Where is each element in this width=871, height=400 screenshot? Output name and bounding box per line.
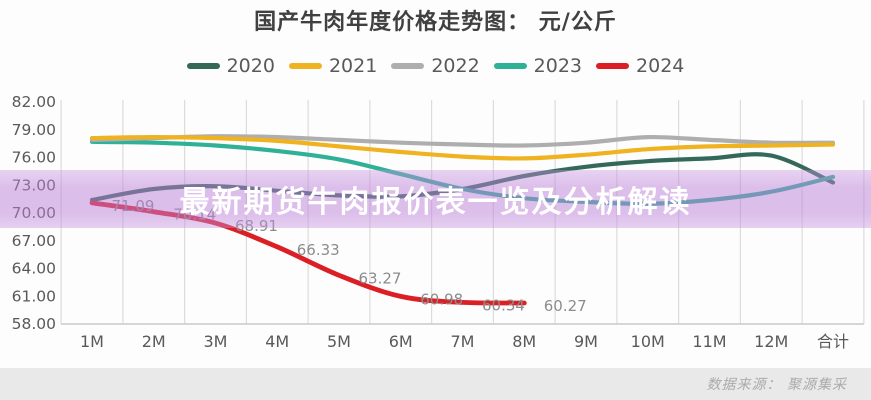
legend-swatch-2023 bbox=[493, 62, 527, 70]
y-axis-tick-label: 64.00 bbox=[12, 260, 56, 278]
legend-swatch-2022 bbox=[391, 62, 425, 70]
x-axis-tick-label: 12M bbox=[754, 332, 788, 351]
legend: 2020 2021 2022 2023 2024 bbox=[0, 55, 871, 77]
x-axis-tick-label: 9M bbox=[574, 332, 598, 351]
x-axis-tick-label: 3M bbox=[204, 332, 228, 351]
y-axis-tick-label: 61.00 bbox=[12, 287, 56, 305]
x-axis-tick-label: 11M bbox=[692, 332, 726, 351]
data-label-2024: 60.98 bbox=[420, 290, 463, 308]
x-axis-tick-label: 7M bbox=[451, 332, 475, 351]
legend-label-2023: 2023 bbox=[533, 55, 583, 77]
legend-label-2020: 2020 bbox=[226, 55, 275, 77]
legend-item-2020: 2020 bbox=[186, 55, 275, 77]
banner-text: 最新期货牛肉报价表一览及分析解读 bbox=[179, 185, 692, 220]
legend-swatch-2021 bbox=[288, 62, 322, 70]
legend-swatch-2024 bbox=[596, 62, 630, 70]
y-axis-tick-label: 58.00 bbox=[12, 315, 56, 333]
data-label-2024: 66.33 bbox=[297, 241, 340, 259]
legend-swatch-2020 bbox=[186, 62, 220, 70]
data-label-2024: 63.27 bbox=[359, 269, 402, 287]
headline-banner: 最新期货牛肉报价表一览及分析解读 bbox=[0, 170, 871, 228]
data-label-2024: 60.34 bbox=[482, 296, 525, 314]
x-axis-tick-label: 2M bbox=[142, 332, 166, 351]
x-axis-tick-label: 6M bbox=[389, 332, 413, 351]
legend-item-2023: 2023 bbox=[493, 55, 583, 77]
x-axis-tick-label: 4M bbox=[265, 332, 289, 351]
y-axis-tick-label: 76.00 bbox=[12, 149, 56, 167]
legend-label-2024: 2024 bbox=[636, 55, 685, 77]
x-axis-tick-label: 合计 bbox=[817, 332, 849, 351]
x-axis-tick-label: 10M bbox=[631, 332, 665, 351]
source-strip: 数据来源： 聚源集采 bbox=[0, 368, 871, 400]
y-axis-tick-label: 67.00 bbox=[12, 232, 56, 250]
y-axis-tick-label: 79.00 bbox=[12, 121, 56, 139]
x-axis-tick-label: 8M bbox=[512, 332, 536, 351]
y-axis-tick-label: 82.00 bbox=[12, 93, 56, 111]
legend-item-2024: 2024 bbox=[596, 55, 684, 77]
chart-title: 国产牛肉年度价格走势图： 元/公斤 bbox=[254, 10, 617, 35]
legend-label-2021: 2021 bbox=[328, 55, 378, 77]
data-source-text: 数据来源： 聚源集采 bbox=[706, 377, 847, 393]
x-axis-tick-label: 1M bbox=[80, 332, 104, 351]
series-line-2021 bbox=[89, 135, 836, 161]
x-axis-tick-label: 5M bbox=[327, 332, 351, 351]
legend-item-2022: 2022 bbox=[391, 55, 480, 77]
legend-label-2022: 2022 bbox=[431, 55, 480, 77]
legend-item-2021: 2021 bbox=[288, 55, 378, 77]
data-label-2024: 60.27 bbox=[544, 297, 587, 315]
